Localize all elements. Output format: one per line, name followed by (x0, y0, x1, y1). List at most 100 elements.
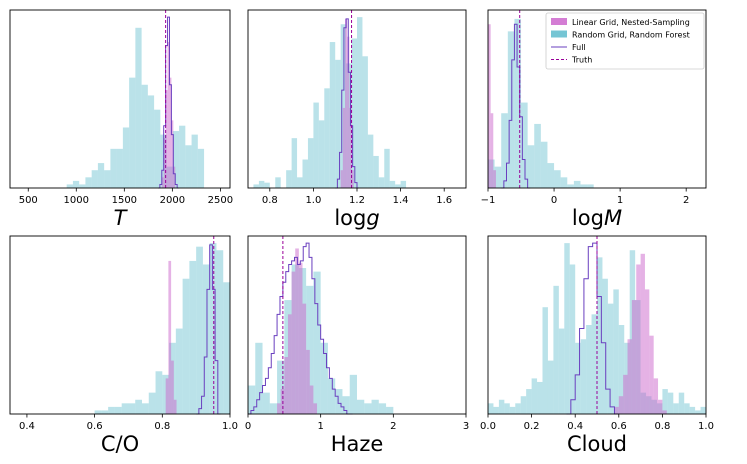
x-tick-label: 1 (617, 195, 623, 206)
random-bar (329, 42, 336, 188)
linear-bar (347, 36, 350, 189)
random-bar (364, 403, 372, 414)
random-bar (597, 257, 603, 414)
x-tick-label: 1500 (112, 195, 137, 206)
linear-bar (277, 403, 281, 414)
x-tick-label: 0.4 (567, 421, 583, 432)
random-bar (324, 88, 330, 188)
linear-bar (649, 335, 654, 414)
random-bar (389, 180, 396, 188)
random-bar (286, 170, 292, 188)
random-bar (367, 134, 374, 188)
random-bar (196, 246, 203, 414)
random-bar (547, 360, 554, 414)
legend-random-label: Random Grid, Random Forest (572, 31, 690, 40)
x-tick-label: 0.8 (654, 421, 670, 432)
random-bar (340, 24, 347, 188)
random-bar (667, 392, 674, 414)
random-bar (564, 243, 570, 414)
linear-bar (658, 399, 663, 414)
random-bar (129, 77, 136, 188)
random-bar (504, 403, 510, 414)
random-bar (155, 371, 163, 414)
random-bar (573, 180, 581, 188)
linear-bar (349, 107, 352, 188)
random-bar (558, 328, 565, 414)
random-bar (135, 27, 142, 188)
x-tick-label: 0.8 (262, 195, 278, 206)
random-bar (128, 403, 136, 414)
random-bar (182, 278, 190, 414)
random-bar (253, 184, 259, 188)
panel-CO: 0.4 0.6 0.8 1.0 C/O (9, 235, 238, 456)
linear-bar (173, 399, 177, 414)
random-bar (320, 342, 328, 414)
random-bar (306, 285, 314, 414)
random-bar (373, 155, 379, 188)
random-bar (142, 403, 149, 414)
random-bar (101, 410, 109, 414)
full-step-line (566, 242, 619, 415)
random-bar (258, 180, 265, 188)
full-step-line (196, 244, 221, 415)
random-bar (567, 184, 574, 188)
random-bar (94, 410, 102, 414)
x-tick-label: 0.6 (87, 421, 103, 432)
linear-bar (298, 262, 303, 414)
random-bar (498, 399, 505, 414)
linear-bar (163, 138, 166, 188)
random-bar (602, 278, 608, 414)
panel-Haze: 0 1 2 3 Haze (245, 235, 469, 456)
x-tick-label: 2000 (160, 195, 185, 206)
random-bar (179, 125, 186, 188)
panel-logM: −1 0 1 2 logM (481, 9, 707, 230)
axes-frame (247, 235, 467, 415)
linear-bar (171, 360, 174, 414)
random-bar (104, 170, 111, 188)
full-step-line (157, 16, 180, 189)
x-tick-label: 1.6 (436, 195, 452, 206)
random-bar (580, 339, 587, 414)
random-bar (351, 38, 357, 189)
x-tick-label: 1.4 (393, 195, 409, 206)
random-bar (507, 31, 515, 188)
random-bar (534, 123, 541, 188)
random-bar (297, 177, 303, 188)
x-axis-label: T (114, 206, 129, 230)
x-axis-label-main: log (334, 206, 366, 230)
random-bar (515, 403, 521, 414)
linear-bar (493, 170, 496, 188)
random-bar (110, 148, 117, 188)
linear-bar (636, 264, 641, 414)
random-bar (147, 95, 155, 188)
x-tick-label: 2 (390, 421, 396, 432)
random-bar (501, 113, 508, 188)
x-tick-label: 0.6 (611, 421, 627, 432)
linear-bar (161, 177, 164, 188)
full-step-line (248, 242, 353, 415)
random-bar (307, 138, 314, 188)
random-bar (509, 406, 516, 414)
random-bar (85, 177, 92, 188)
linear-bar (618, 396, 624, 414)
random-bar (673, 403, 679, 414)
random-bar (607, 303, 614, 414)
random-bar (302, 159, 308, 188)
random-bar (121, 403, 129, 414)
linear-bar (165, 90, 168, 188)
x-axis-label-main: Cloud (567, 432, 627, 456)
axes-frame (487, 235, 707, 415)
random-bar (122, 127, 130, 188)
random-bar (378, 403, 387, 414)
random-bar (202, 264, 210, 414)
random-bar (116, 148, 123, 188)
x-tick-label: 0.4 (19, 421, 35, 432)
x-axis-label: logg (334, 206, 379, 230)
random-bar (154, 109, 161, 188)
x-tick-label: 0.0 (480, 421, 496, 432)
legend-random-swatch (551, 30, 567, 38)
x-axis-label-main: T (114, 206, 129, 230)
random-bar (575, 342, 581, 414)
x-tick-label: 0 (245, 421, 251, 432)
